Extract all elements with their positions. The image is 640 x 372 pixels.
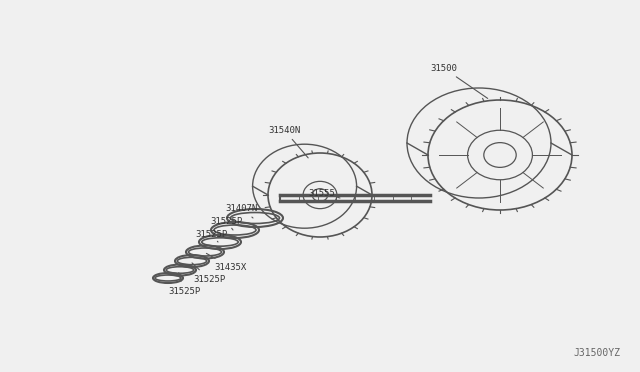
- Text: 31525P: 31525P: [168, 273, 200, 295]
- Text: 31435X: 31435X: [207, 253, 246, 272]
- Text: 31500: 31500: [430, 64, 488, 99]
- Text: 31525P: 31525P: [192, 263, 225, 283]
- Text: 31525P: 31525P: [210, 217, 243, 230]
- Text: 31555: 31555: [308, 189, 340, 198]
- Text: J31500YZ: J31500YZ: [573, 348, 620, 358]
- Text: 31540N: 31540N: [268, 125, 308, 158]
- Text: 31407N: 31407N: [225, 203, 257, 218]
- Text: 31525P: 31525P: [195, 230, 227, 242]
